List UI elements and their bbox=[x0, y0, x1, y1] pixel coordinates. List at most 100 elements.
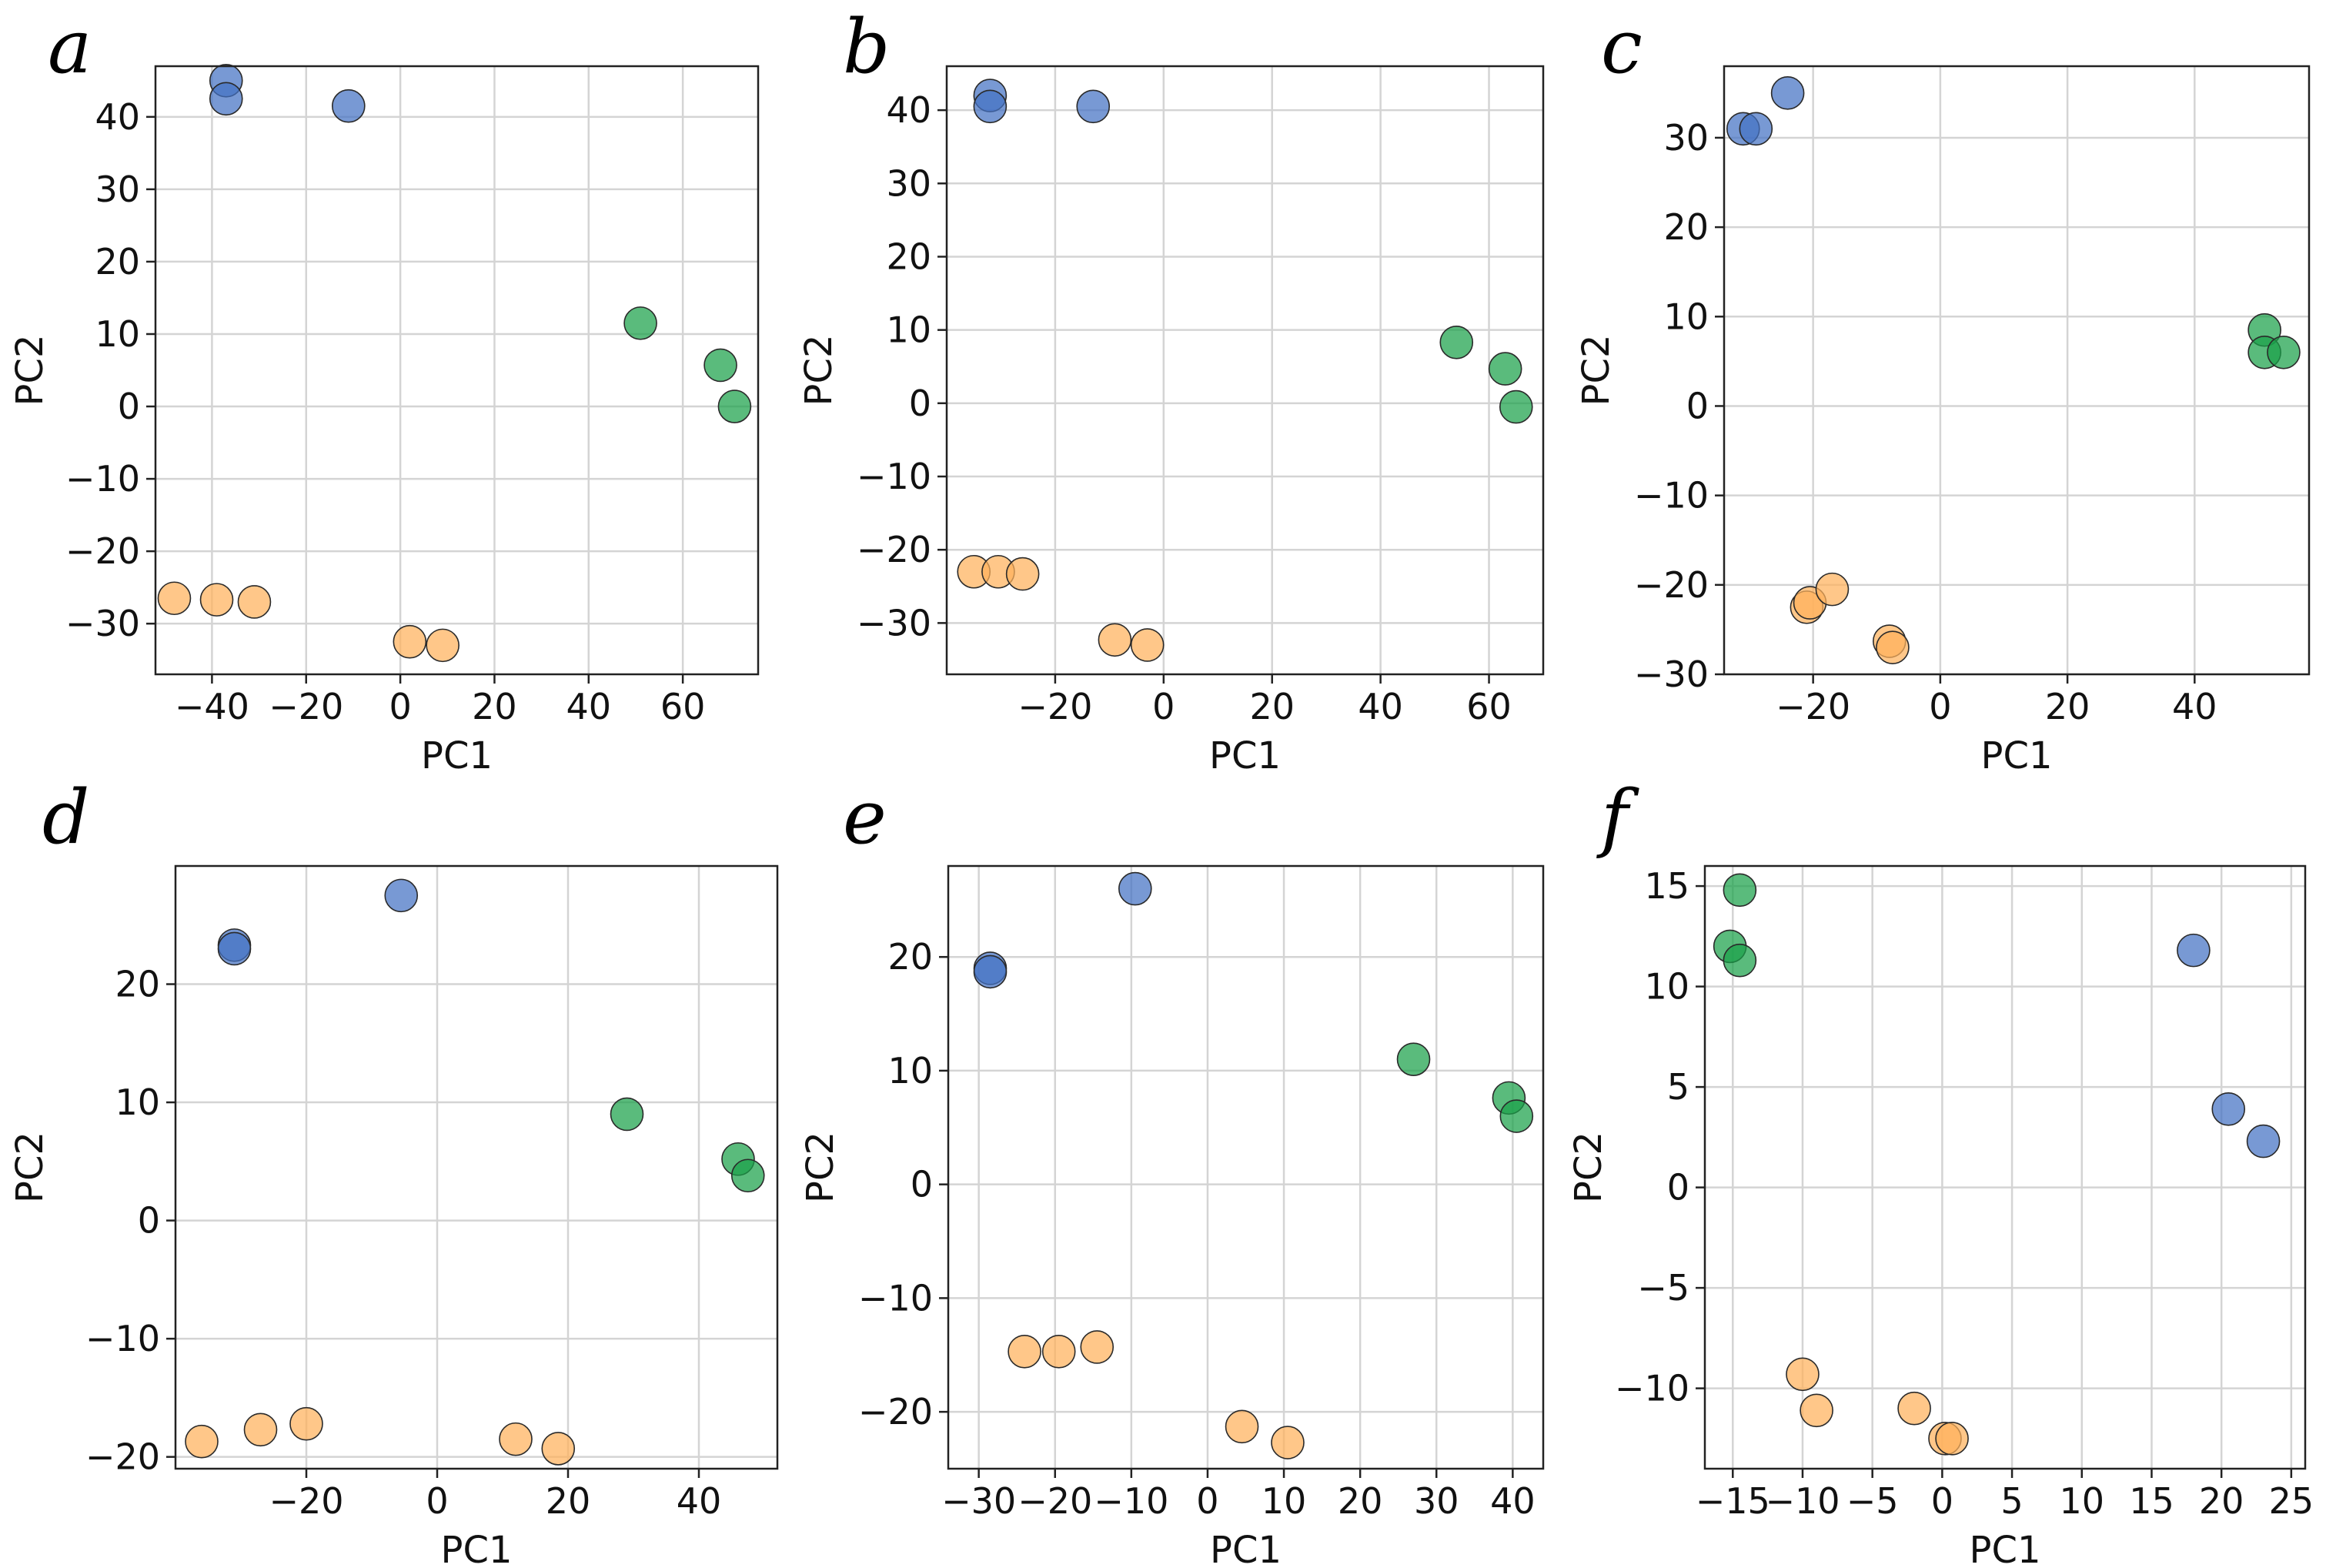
point-green bbox=[623, 306, 657, 340]
point-orange bbox=[243, 1413, 278, 1447]
point-blue bbox=[1770, 76, 1805, 110]
x-tick-label: 20 bbox=[1249, 686, 1295, 727]
x-tick-label: 60 bbox=[1466, 686, 1512, 727]
y-tick-label: −20 bbox=[1634, 564, 1709, 606]
y-axis-label: PC2 bbox=[797, 335, 840, 406]
y-tick-label: −5 bbox=[1637, 1267, 1689, 1309]
x-tick-label: 0 bbox=[1196, 1480, 1218, 1522]
point-orange bbox=[1271, 1426, 1305, 1459]
point-orange bbox=[426, 628, 460, 663]
y-tick-label: 20 bbox=[95, 241, 140, 283]
point-orange bbox=[393, 624, 427, 659]
x-tick-label: −20 bbox=[269, 1480, 343, 1522]
plot-frame bbox=[1723, 65, 2311, 676]
x-tick-label: 40 bbox=[566, 686, 612, 727]
plot-frame bbox=[945, 65, 1545, 676]
point-green bbox=[703, 348, 737, 383]
x-tick-label: 20 bbox=[2045, 686, 2090, 727]
y-tick-label: 0 bbox=[138, 1200, 160, 1242]
point-orange bbox=[1786, 1357, 1820, 1392]
point-orange bbox=[1005, 557, 1040, 591]
x-tick-label: 0 bbox=[1929, 686, 1951, 727]
x-tick-label: 0 bbox=[426, 1480, 448, 1522]
point-green bbox=[1488, 352, 1522, 386]
point-green bbox=[1439, 326, 1474, 359]
x-tick-label: 20 bbox=[472, 686, 517, 727]
y-tick-label: 10 bbox=[1644, 966, 1689, 1008]
point-blue bbox=[1076, 89, 1111, 124]
y-tick-label: −30 bbox=[65, 603, 140, 644]
y-axis-label: PC2 bbox=[799, 1132, 842, 1203]
plot-frame bbox=[947, 864, 1545, 1470]
x-tick-label: −40 bbox=[175, 686, 249, 727]
y-axis-label: PC2 bbox=[8, 335, 52, 406]
panel-letter: a bbox=[48, 4, 92, 90]
y-tick-label: 20 bbox=[115, 964, 160, 1005]
y-tick-label: −20 bbox=[857, 529, 931, 570]
point-orange bbox=[499, 1422, 533, 1456]
x-tick-label: 0 bbox=[1931, 1480, 1953, 1522]
point-green bbox=[1723, 943, 1757, 978]
point-blue bbox=[973, 955, 1008, 989]
panel-letter: b bbox=[843, 4, 890, 90]
point-green bbox=[1499, 389, 1533, 424]
y-tick-label: 30 bbox=[95, 169, 140, 210]
x-axis-label: PC1 bbox=[421, 734, 493, 777]
point-orange bbox=[1876, 630, 1910, 664]
point-orange bbox=[199, 583, 234, 617]
point-green bbox=[717, 389, 752, 423]
y-tick-label: 0 bbox=[118, 386, 140, 427]
y-tick-label: −10 bbox=[857, 456, 931, 497]
x-tick-label: 0 bbox=[1152, 686, 1175, 727]
point-blue bbox=[209, 82, 243, 116]
y-axis-label: PC2 bbox=[8, 1132, 52, 1203]
x-axis-label: PC1 bbox=[1209, 734, 1281, 777]
point-orange bbox=[1041, 1335, 1076, 1369]
point-green bbox=[1723, 873, 1757, 908]
y-tick-label: 10 bbox=[95, 313, 140, 355]
x-tick-label: 20 bbox=[546, 1480, 591, 1522]
y-tick-label: 20 bbox=[1663, 206, 1709, 248]
x-tick-label: 10 bbox=[2059, 1480, 2104, 1522]
x-tick-label: 40 bbox=[2172, 686, 2217, 727]
x-tick-label: 10 bbox=[1262, 1480, 1307, 1522]
x-tick-label: 60 bbox=[660, 686, 706, 727]
y-tick-label: −20 bbox=[858, 1391, 933, 1433]
point-orange bbox=[1935, 1422, 1969, 1456]
y-tick-label: −10 bbox=[858, 1277, 933, 1319]
point-blue bbox=[1118, 871, 1152, 906]
point-orange bbox=[185, 1424, 219, 1459]
y-tick-label: −10 bbox=[1634, 475, 1709, 517]
point-blue bbox=[2177, 933, 2211, 968]
point-orange bbox=[1008, 1335, 1041, 1369]
point-blue bbox=[973, 89, 1008, 124]
y-tick-label: 20 bbox=[886, 236, 931, 277]
point-green bbox=[610, 1097, 644, 1132]
x-tick-label: 40 bbox=[677, 1480, 722, 1522]
panel-letter: f bbox=[1596, 774, 1639, 861]
point-orange bbox=[1225, 1409, 1259, 1444]
panel-d: −20 0 20 40 −20 −10 0 10 20 PC1 PC2 d bbox=[8, 774, 779, 1568]
plot-frame bbox=[154, 65, 760, 676]
x-tick-label: −15 bbox=[1696, 1480, 1770, 1522]
panel-letter: c bbox=[1601, 4, 1643, 90]
x-axis-label: PC1 bbox=[1210, 1529, 1282, 1568]
point-green bbox=[2267, 335, 2301, 369]
x-tick-label: −10 bbox=[1765, 1480, 1840, 1522]
y-tick-label: 0 bbox=[909, 383, 931, 424]
y-tick-label: 5 bbox=[1667, 1066, 1689, 1108]
point-orange bbox=[1130, 628, 1165, 662]
x-tick-label: −5 bbox=[1846, 1480, 1899, 1522]
point-orange bbox=[1800, 1393, 1833, 1428]
point-green bbox=[1396, 1042, 1431, 1076]
point-blue bbox=[332, 89, 366, 123]
x-axis-label: PC1 bbox=[1970, 1529, 2041, 1568]
y-axis-label: PC2 bbox=[1567, 1132, 1610, 1203]
x-tick-label: −10 bbox=[1094, 1480, 1168, 1522]
x-tick-label: −20 bbox=[1018, 686, 1092, 727]
x-tick-label: 25 bbox=[2269, 1480, 2314, 1522]
x-axis-label: PC1 bbox=[1981, 734, 2053, 777]
